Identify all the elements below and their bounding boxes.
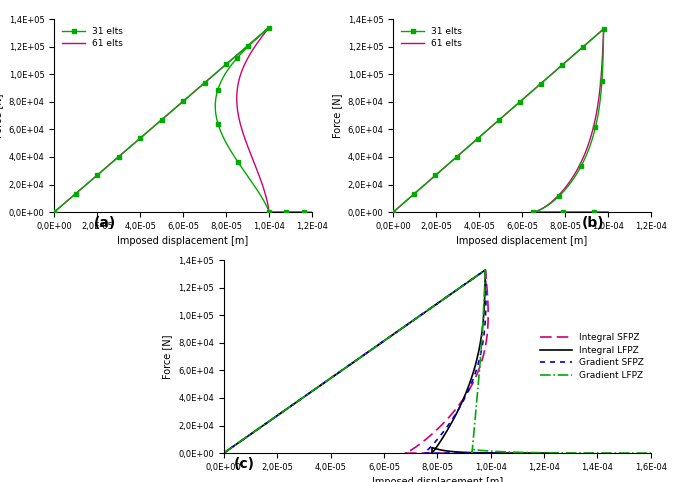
Gradient LFPZ [517, 450, 525, 455]
Legend: Integral SFPZ, Integral LFPZ, Gradient SFPZ, Gradient LFPZ: Integral SFPZ, Integral LFPZ, Gradient S… [537, 331, 646, 383]
Integral SFPZ [309, 388, 317, 393]
Y-axis label: Force [N]: Force [N] [332, 94, 342, 138]
Integral LFPZ [431, 447, 439, 453]
Legend: 31 elts, 61 elts: 31 elts, 61 elts [398, 24, 466, 52]
Gradient SFPZ [480, 329, 488, 335]
Gradient LFPZ [476, 359, 484, 364]
Line: Gradient LFPZ: Gradient LFPZ [224, 270, 651, 453]
Integral SFPZ [487, 450, 495, 456]
Gradient LFPZ [474, 382, 482, 388]
X-axis label: Imposed displacement [m]: Imposed displacement [m] [456, 236, 588, 246]
Gradient SFPZ [453, 409, 461, 415]
Gradient SFPZ [481, 267, 490, 273]
Text: (a): (a) [94, 215, 116, 229]
Integral LFPZ [481, 267, 490, 273]
Gradient LFPZ [643, 450, 652, 456]
Integral SFPZ [405, 450, 414, 456]
Line: Integral LFPZ: Integral LFPZ [224, 270, 557, 453]
Integral LFPZ [220, 450, 228, 456]
Integral SFPZ [481, 267, 490, 273]
Y-axis label: Force [N]: Force [N] [163, 335, 173, 379]
Gradient LFPZ [481, 267, 490, 273]
X-axis label: Imposed displacement [m]: Imposed displacement [m] [372, 477, 503, 482]
Text: (c): (c) [234, 456, 254, 470]
Gradient SFPZ [365, 349, 373, 355]
Gradient SFPZ [220, 450, 228, 456]
Gradient LFPZ [220, 450, 228, 456]
Line: Integral SFPZ: Integral SFPZ [224, 270, 491, 453]
Integral SFPZ [436, 424, 444, 429]
Integral LFPZ [553, 450, 561, 456]
Gradient SFPZ [349, 360, 357, 365]
Integral SFPZ [460, 395, 468, 401]
Gradient SFPZ [332, 372, 340, 377]
Integral LFPZ [475, 344, 483, 350]
Integral LFPZ [439, 296, 447, 302]
Integral SFPZ [433, 450, 441, 456]
Integral LFPZ [313, 385, 321, 390]
Integral SFPZ [472, 374, 480, 380]
Gradient LFPZ [479, 319, 487, 324]
Text: (b): (b) [582, 215, 605, 229]
Integral LFPZ [382, 336, 391, 342]
Integral LFPZ [480, 306, 488, 312]
X-axis label: Imposed displacement [m]: Imposed displacement [m] [117, 236, 249, 246]
Line: Gradient SFPZ: Gradient SFPZ [224, 270, 504, 453]
Gradient LFPZ [281, 407, 289, 413]
Gradient LFPZ [647, 450, 655, 456]
Gradient SFPZ [500, 450, 508, 456]
Legend: 31 elts, 61 elts: 31 elts, 61 elts [59, 24, 127, 52]
Integral SFPZ [220, 450, 228, 456]
Y-axis label: Force [N]: Force [N] [0, 94, 3, 138]
Gradient SFPZ [445, 450, 453, 456]
